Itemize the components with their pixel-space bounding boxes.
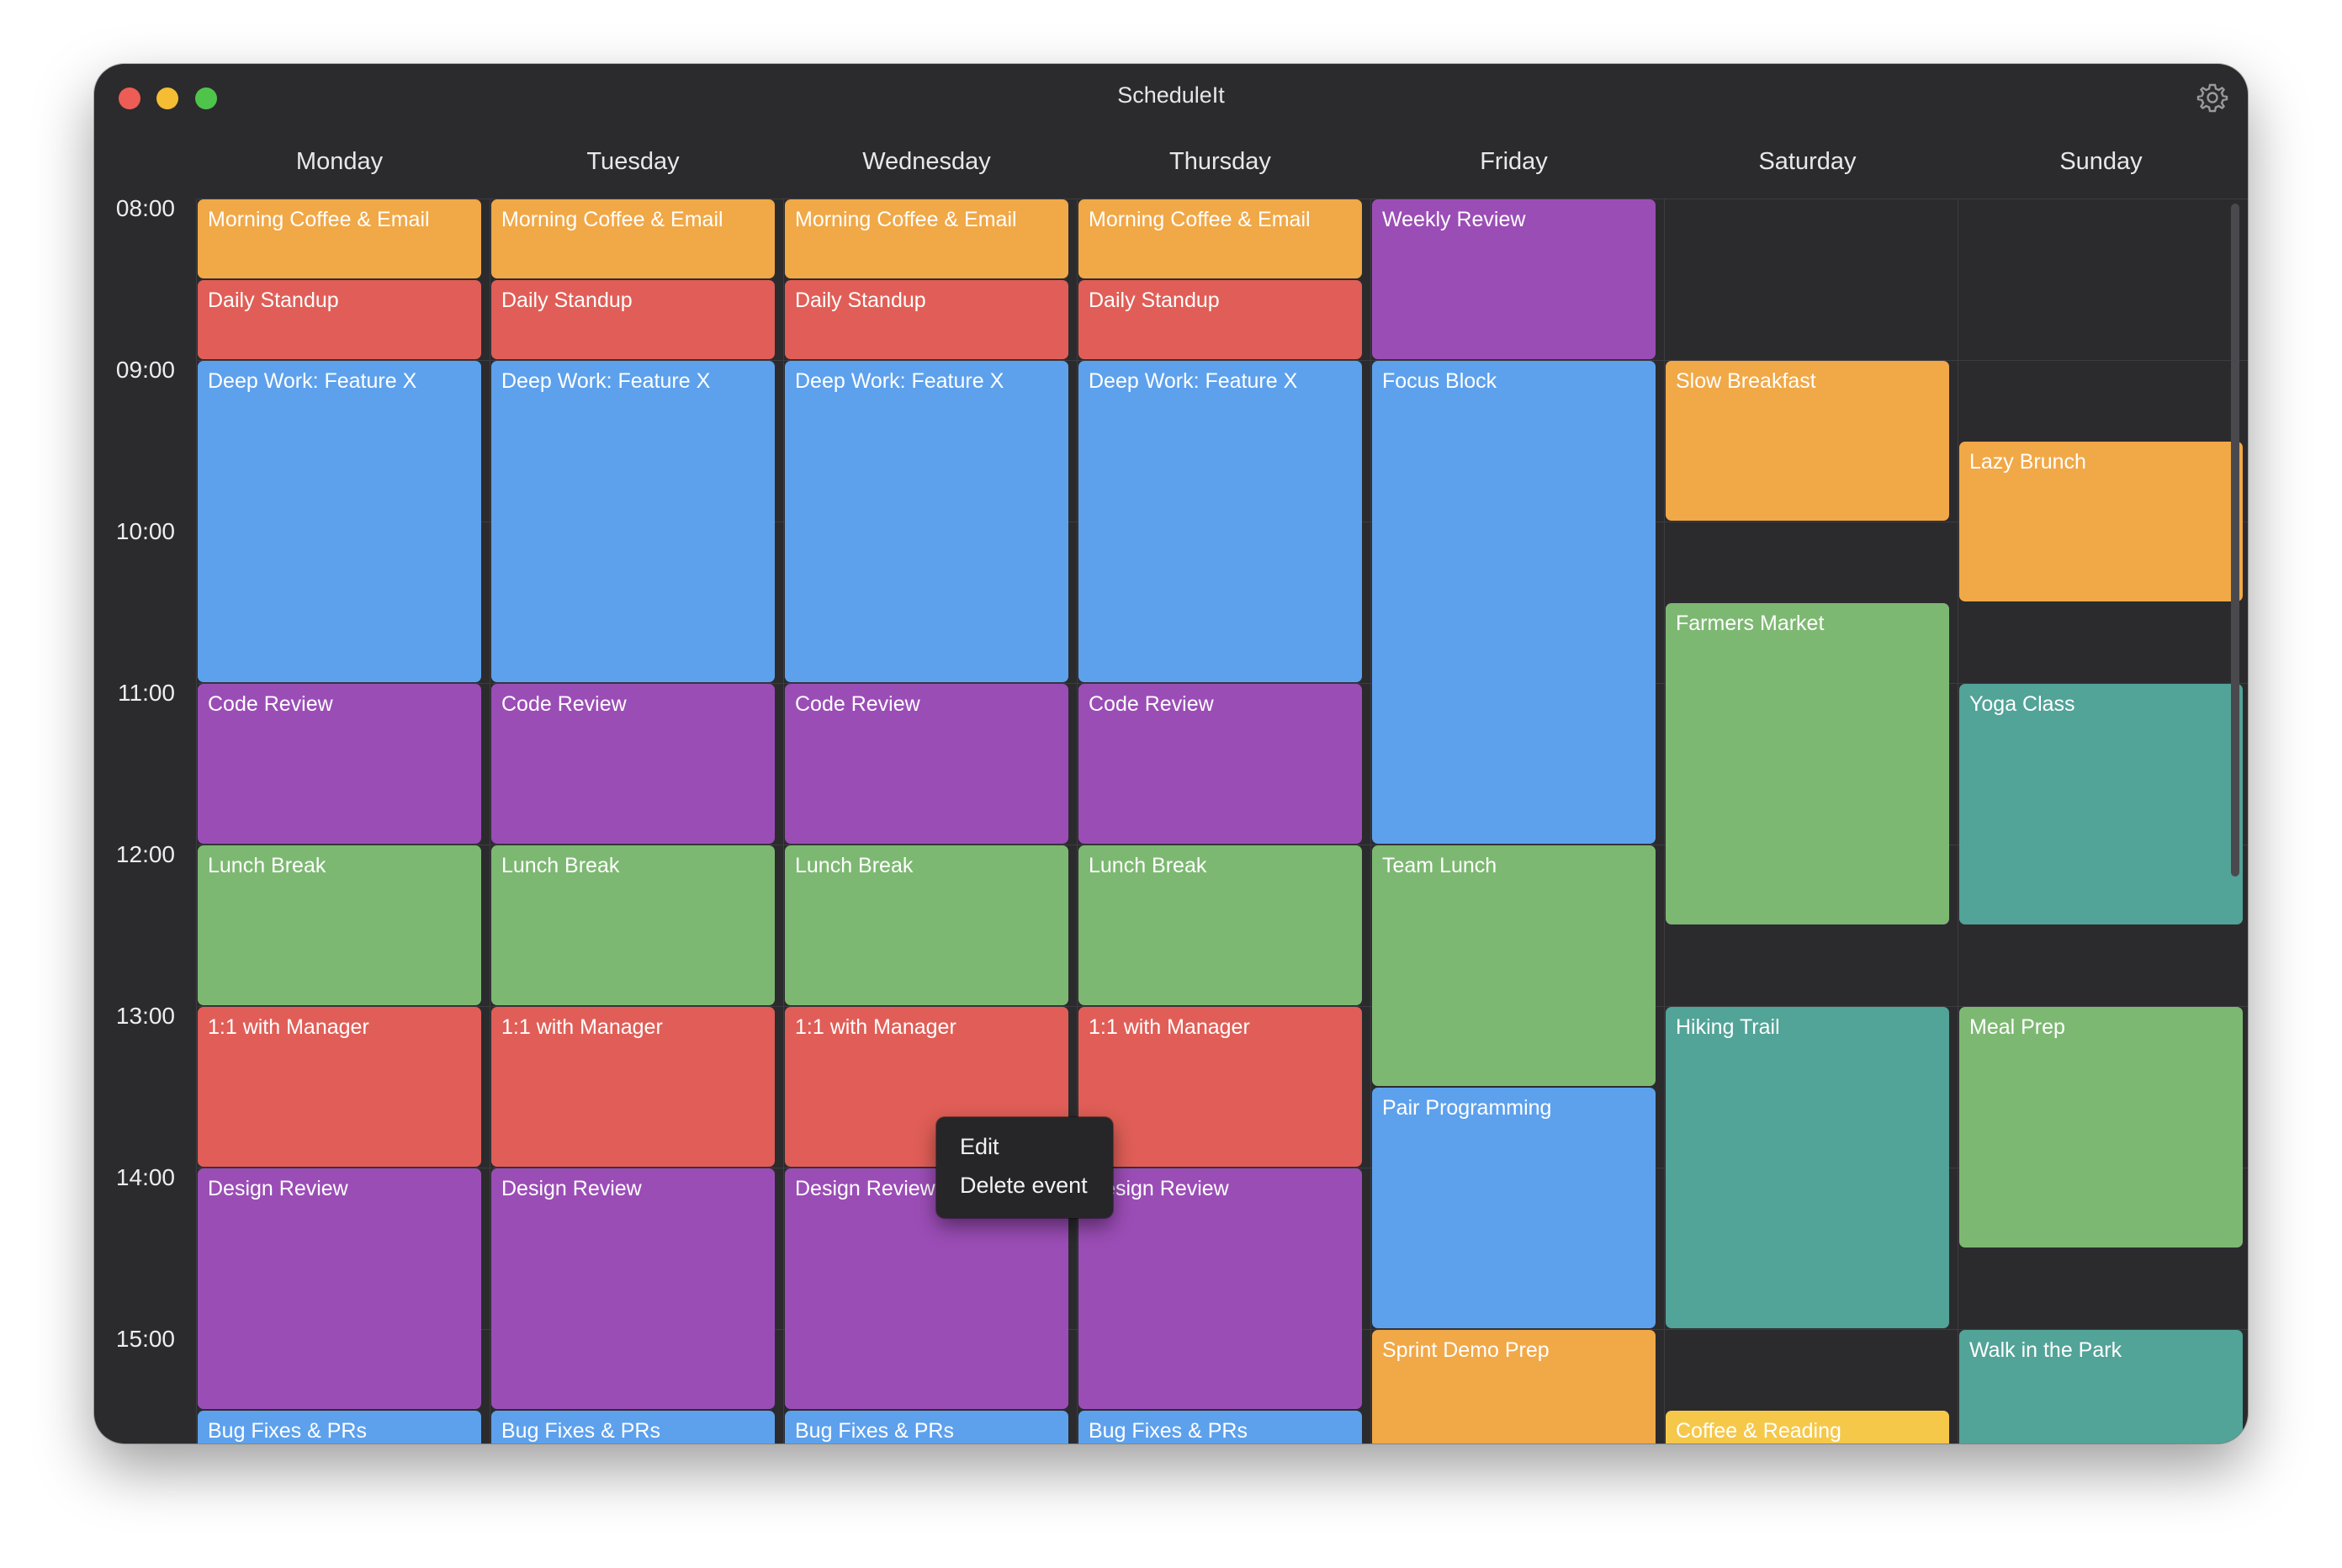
event-block[interactable]: Daily Standup: [491, 280, 775, 359]
event-block[interactable]: Code Review: [785, 684, 1068, 844]
event-block[interactable]: Deep Work: Feature X: [491, 361, 775, 682]
day-gridline: [1077, 199, 1078, 1444]
time-label: 13:00: [115, 1003, 175, 1029]
event-block[interactable]: Deep Work: Feature X: [1078, 361, 1362, 682]
event-block[interactable]: Pair Programming: [1372, 1088, 1656, 1328]
time-label: 15:00: [115, 1326, 175, 1352]
event-block[interactable]: Design Review: [1078, 1168, 1362, 1409]
time-label: 11:00: [118, 680, 175, 706]
time-label: 14:00: [115, 1164, 175, 1190]
day-header-tuesday: Tuesday: [586, 148, 680, 175]
event-block[interactable]: Sprint Demo Prep: [1372, 1330, 1656, 1444]
event-block[interactable]: Bug Fixes & PRs: [491, 1411, 775, 1444]
vertical-scrollbar[interactable]: [2231, 204, 2239, 877]
event-block[interactable]: Lunch Break: [785, 845, 1068, 1005]
time-label: 08:00: [115, 195, 175, 221]
window-title: ScheduleIt: [1117, 82, 1225, 108]
event-block[interactable]: Lunch Break: [1078, 845, 1362, 1005]
event-block[interactable]: Morning Coffee & Email: [1078, 199, 1362, 278]
event-block[interactable]: Design Review: [491, 1168, 775, 1409]
event-block[interactable]: Lunch Break: [491, 845, 775, 1005]
event-block[interactable]: Team Lunch: [1372, 845, 1656, 1086]
day-header-sunday: Sunday: [2059, 148, 2143, 175]
time-label: 12:00: [115, 841, 175, 867]
title-bar: ScheduleIt: [94, 64, 2248, 131]
event-block[interactable]: 1:1 with Manager: [198, 1007, 481, 1167]
event-block[interactable]: Code Review: [491, 684, 775, 844]
event-block[interactable]: 1:1 with Manager: [491, 1007, 775, 1167]
hour-gridline: [198, 1006, 2248, 1007]
event-block[interactable]: 1:1 with Manager: [1078, 1007, 1362, 1167]
event-block[interactable]: Deep Work: Feature X: [785, 361, 1068, 682]
event-context-menu: Edit Delete event: [936, 1117, 1113, 1218]
day-header-monday: Monday: [295, 148, 384, 175]
time-label: 10:00: [115, 518, 175, 544]
event-block[interactable]: Morning Coffee & Email: [491, 199, 775, 278]
day-header-wednesday: Wednesday: [862, 148, 991, 175]
event-block[interactable]: Focus Block: [1372, 361, 1656, 844]
minimize-button[interactable]: [156, 87, 178, 109]
app-window: ScheduleIt Monday Tuesday Wednesday Thursda…: [94, 64, 2248, 1444]
event-block[interactable]: Farmers Market: [1666, 603, 1949, 924]
day-gridline: [196, 199, 197, 1444]
event-block[interactable]: Deep Work: Feature X: [198, 361, 481, 682]
event-block[interactable]: Daily Standup: [198, 280, 481, 359]
event-block[interactable]: Bug Fixes & PRs: [1078, 1411, 1362, 1444]
event-block[interactable]: Hiking Trail: [1666, 1007, 1949, 1328]
day-header-saturday: Saturday: [1758, 148, 1857, 175]
event-block[interactable]: Daily Standup: [1078, 280, 1362, 359]
day-gridline: [1370, 199, 1371, 1444]
day-gridline: [1664, 199, 1665, 1444]
day-header-thursday: Thursday: [1169, 148, 1271, 175]
event-block[interactable]: Bug Fixes & PRs: [785, 1411, 1068, 1444]
settings-button[interactable]: [2194, 79, 2231, 116]
event-block[interactable]: Meal Prep: [1959, 1007, 2243, 1248]
event-block[interactable]: Yoga Class: [1959, 684, 2243, 924]
close-button[interactable]: [119, 87, 140, 109]
event-block[interactable]: Design Review: [198, 1168, 481, 1409]
hour-gridline: [198, 683, 2248, 684]
day-header-friday: Friday: [1480, 148, 1548, 175]
event-block[interactable]: Code Review: [1078, 684, 1362, 844]
event-block[interactable]: Morning Coffee & Email: [198, 199, 481, 278]
event-block[interactable]: Bug Fixes & PRs: [198, 1411, 481, 1444]
event-block[interactable]: Walk in the Park: [1959, 1330, 2243, 1444]
edit-menu-item[interactable]: Edit: [960, 1134, 999, 1159]
event-block[interactable]: Weekly Review: [1372, 199, 1656, 359]
event-block[interactable]: Morning Coffee & Email: [785, 199, 1068, 278]
time-label: 09:00: [115, 357, 175, 383]
hour-gridline: [198, 360, 2248, 361]
delete-event-menu-item[interactable]: Delete event: [960, 1173, 1088, 1198]
zoom-button[interactable]: [195, 87, 217, 109]
event-block[interactable]: Lunch Break: [198, 845, 481, 1005]
event-block[interactable]: Lazy Brunch: [1959, 442, 2243, 601]
event-block[interactable]: Code Review: [198, 684, 481, 844]
gear-icon: [2196, 83, 2228, 113]
event-block[interactable]: Daily Standup: [785, 280, 1068, 359]
event-block[interactable]: Slow Breakfast: [1666, 361, 1949, 521]
day-gridline: [783, 199, 784, 1444]
event-block[interactable]: Coffee & Reading: [1666, 1411, 1949, 1444]
